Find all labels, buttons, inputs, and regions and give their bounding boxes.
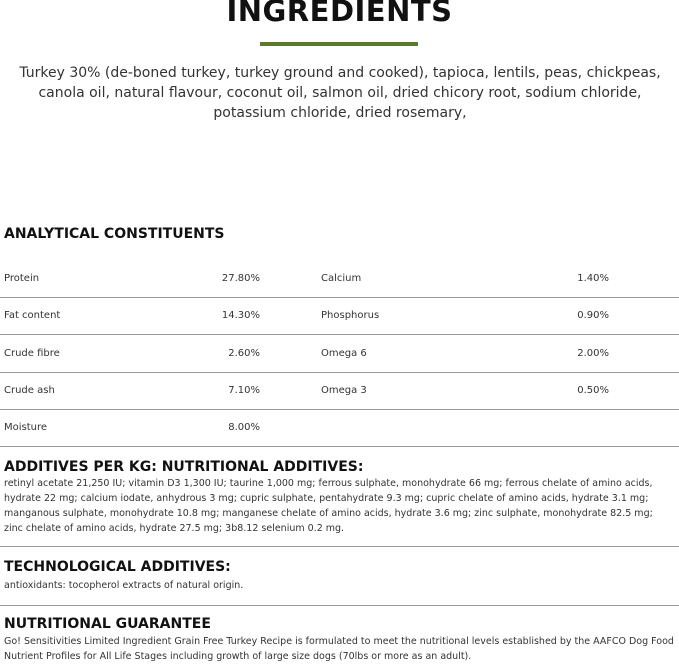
- technological-title: TECHNOLOGICAL ADDITIVES:: [4, 559, 231, 575]
- constituent-value: 2.60%: [228, 347, 260, 359]
- constituent-name: Crude fibre: [4, 347, 60, 359]
- constituent-value: 2.00%: [577, 347, 609, 359]
- constituent-name: Moisture: [4, 422, 48, 434]
- table-row-divider: [0, 297, 679, 298]
- constituent-value: 1.40%: [577, 273, 609, 284]
- additives-text: retinyl acetate 21,250 IU; vitamin D3 1,…: [4, 478, 653, 534]
- constituent-name: Crude ash: [4, 384, 55, 396]
- constituent-value: 0.50%: [577, 384, 609, 396]
- constituent-value: 7.10%: [228, 384, 260, 396]
- guarantee-title: NUTRITIONAL GUARANTEE: [4, 616, 211, 632]
- constituent-name: Calcium: [321, 273, 362, 284]
- analytical-title: ANALYTICAL CONSTITUENTS: [4, 226, 225, 242]
- additives-title: ADDITIVES PER KG: NUTRITIONAL ADDITIVES:: [4, 459, 364, 475]
- constituent-name: Phosphorus: [321, 310, 380, 322]
- divider: [0, 546, 679, 547]
- ingredients-text: Turkey 30% (de-boned turkey, turkey grou…: [19, 65, 661, 121]
- constituent-value: 27.80%: [221, 273, 260, 284]
- constituent-name: Fat content: [4, 310, 61, 322]
- constituent-name: Protein: [4, 273, 40, 284]
- table-row-divider: [0, 408, 679, 410]
- title-underline: [260, 42, 418, 46]
- table-row-divider: [0, 371, 679, 373]
- constituent-value: 0.90%: [577, 310, 609, 322]
- divider: [0, 605, 679, 606]
- constituent-name: Omega 3: [321, 384, 367, 396]
- table-row-divider: [0, 334, 679, 336]
- divider: [0, 446, 679, 447]
- technological-text: antioxidants: tocopherol extracts of nat…: [4, 580, 244, 591]
- constituent-value: 14.30%: [221, 310, 260, 322]
- constituent-value: 8.00%: [228, 422, 260, 434]
- ingredients-title: INGREDIENTS: [226, 0, 453, 28]
- constituent-name: Omega 6: [321, 347, 367, 359]
- guarantee-text: Go! Sensitivities Limited Ingredient Gra…: [4, 636, 674, 662]
